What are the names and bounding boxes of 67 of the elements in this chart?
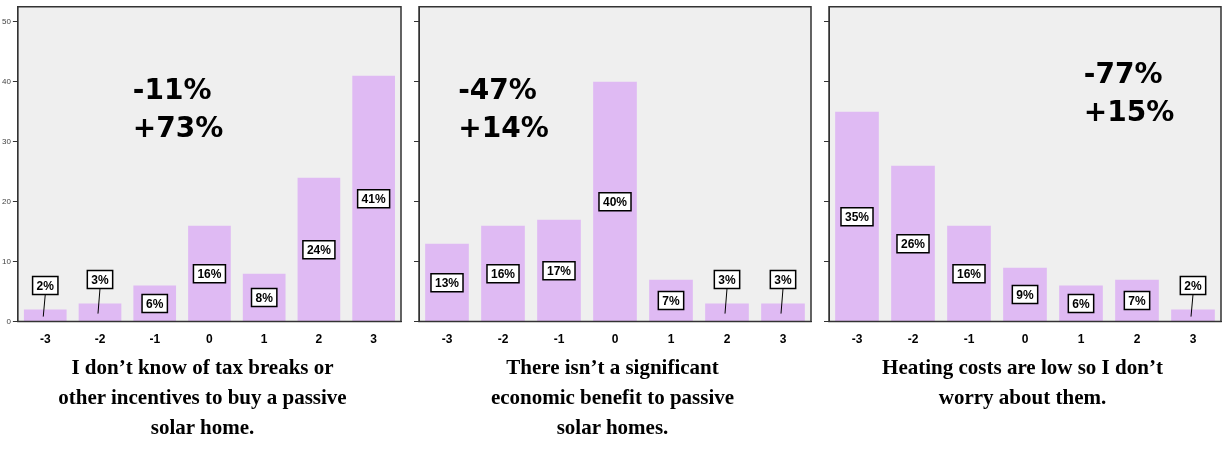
- annotation: -47%: [458, 73, 537, 107]
- data-label: 3%: [774, 272, 792, 287]
- data-label: 9%: [1016, 287, 1034, 302]
- x-tick-label: -3: [39, 332, 51, 347]
- x-tick-label: -3: [441, 332, 453, 347]
- bar: [297, 177, 341, 322]
- x-tick-label: 1: [1077, 332, 1085, 347]
- data-label: 7%: [1128, 293, 1146, 308]
- annotation: +15%: [1083, 95, 1175, 129]
- x-tick-label: 3: [370, 332, 378, 347]
- x-tick-label: -3: [851, 332, 863, 347]
- y-tick-label: 30: [1, 136, 12, 146]
- x-tick-label: 2: [723, 332, 731, 347]
- bar: [835, 111, 879, 322]
- data-label: 26%: [900, 236, 926, 251]
- data-label: 24%: [306, 242, 332, 257]
- x-axis-title: There isn’t a significant economic benefit to passive solar homes.: [489, 354, 736, 441]
- bar: [593, 81, 637, 322]
- x-tick-label: 1: [260, 332, 268, 347]
- data-label: 16%: [956, 266, 982, 281]
- x-tick-label: 2: [1133, 332, 1141, 347]
- x-tick-label: 0: [611, 332, 619, 347]
- x-tick-label: 3: [1189, 332, 1197, 347]
- bar: [23, 309, 67, 322]
- data-label: 2%: [36, 278, 55, 293]
- bar: [705, 303, 749, 322]
- annotation: +73%: [132, 111, 224, 145]
- x-tick-label: 0: [206, 332, 214, 347]
- x-tick-label: -2: [497, 332, 509, 347]
- x-tick-label: -1: [963, 332, 975, 347]
- bar: [1171, 309, 1215, 322]
- data-label: 16%: [197, 266, 222, 281]
- data-label: 3%: [718, 272, 736, 287]
- x-tick-label: -2: [94, 332, 106, 347]
- y-tick-label: 10: [1, 256, 12, 266]
- annotation: +14%: [458, 111, 549, 145]
- annotation: -77%: [1083, 57, 1163, 91]
- x-axis-title: Heating costs are low so I don’t worry about them.: [881, 354, 1164, 411]
- bar: [78, 303, 122, 322]
- data-label: 7%: [662, 293, 680, 308]
- data-label: 6%: [1072, 296, 1090, 311]
- bar: [761, 303, 805, 322]
- x-tick-label: -1: [149, 332, 161, 347]
- data-label: 16%: [490, 266, 516, 281]
- y-tick-label: 20: [1, 196, 12, 206]
- data-label: 3%: [91, 272, 109, 287]
- data-label: 6%: [146, 296, 164, 311]
- bar: [352, 75, 395, 322]
- data-label: 8%: [255, 290, 274, 305]
- y-tick-label: 40: [1, 76, 12, 86]
- x-tick-label: -1: [553, 332, 565, 347]
- data-label: 2%: [1184, 278, 1202, 293]
- y-tick-label: 0: [6, 316, 12, 326]
- data-label: 17%: [546, 263, 572, 278]
- x-tick-label: -2: [907, 332, 919, 347]
- x-tick-label: 3: [779, 332, 787, 347]
- x-axis-title: I don’t know of tax breaks or other incentives to buy a passive solar home.: [57, 354, 348, 441]
- data-label: 41%: [361, 191, 386, 206]
- x-tick-label: 1: [667, 332, 675, 347]
- data-label: 35%: [844, 209, 870, 224]
- data-label: 13%: [434, 275, 460, 290]
- annotation: -11%: [132, 73, 212, 107]
- bar: [891, 165, 935, 322]
- x-tick-label: 0: [1021, 332, 1029, 347]
- y-tick-label: 50: [1, 16, 12, 26]
- x-tick-label: 2: [315, 332, 323, 347]
- data-label: 40%: [602, 194, 628, 209]
